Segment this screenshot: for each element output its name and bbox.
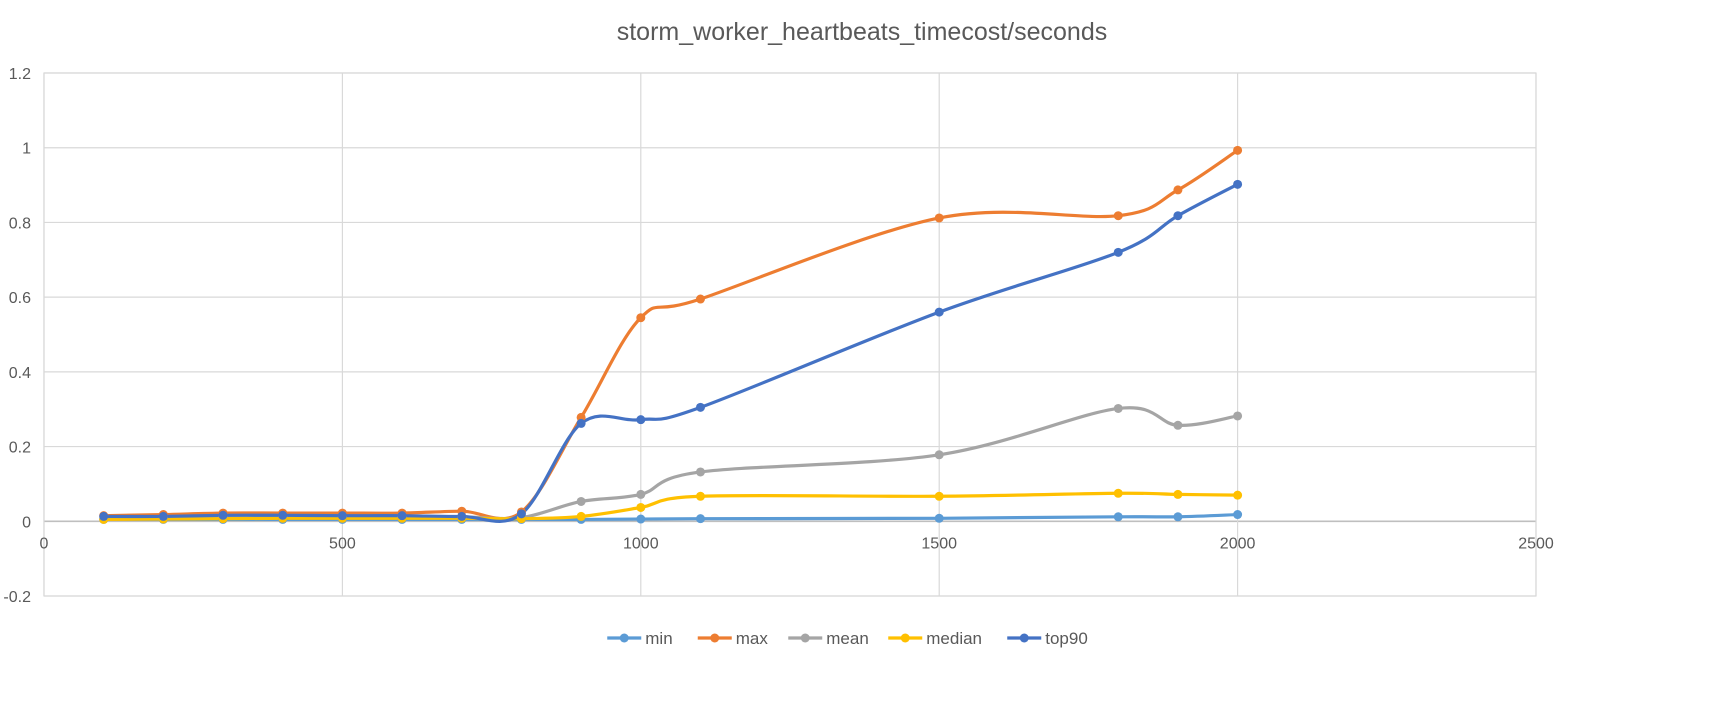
legend: min max mean median top90 [607, 629, 1088, 648]
data-point-median [1113, 488, 1123, 498]
series-line-max [102, 148, 1240, 521]
data-point-mean [636, 489, 646, 499]
data-point-top90 [1113, 247, 1123, 257]
data-point-top90 [1173, 211, 1183, 221]
legend-swatch-marker [619, 633, 629, 643]
legend-label: max [736, 629, 769, 648]
y-tick-label: 0.8 [9, 215, 31, 232]
y-tick-label: 0.2 [9, 440, 31, 457]
data-point-min [1233, 510, 1243, 520]
data-point-median [934, 491, 944, 501]
data-point-mean [1233, 411, 1243, 421]
legend-label: min [645, 629, 672, 648]
y-tick-label: 0 [22, 514, 31, 531]
series-lines [102, 148, 1240, 523]
data-point-mean [1173, 420, 1183, 430]
x-tick-label: 1000 [623, 535, 659, 552]
legend-swatch-marker [800, 633, 810, 643]
series-points [99, 145, 1243, 524]
legend-item-min[interactable]: min [607, 629, 673, 648]
y-tick-label: 1 [22, 141, 31, 158]
x-tick-label: 2000 [1220, 535, 1256, 552]
data-point-min [1173, 512, 1183, 522]
y-tick-label: -0.2 [3, 589, 31, 606]
legend-swatch-marker [900, 633, 910, 643]
data-point-top90 [337, 511, 347, 521]
y-tick-label: 0.4 [9, 365, 31, 382]
data-point-median [576, 511, 586, 521]
data-point-median [695, 491, 705, 501]
legend-item-median[interactable]: median [888, 629, 982, 648]
data-point-mean [695, 467, 705, 477]
data-point-median [1233, 490, 1243, 500]
legend-swatch-marker [710, 633, 720, 643]
data-point-top90 [218, 510, 228, 520]
chart-title: storm_worker_heartbeats_timecost/seconds [617, 18, 1108, 46]
data-point-top90 [636, 415, 646, 425]
data-point-top90 [99, 511, 109, 521]
x-tick-label: 2500 [1518, 535, 1554, 552]
x-tick-label: 1500 [921, 535, 957, 552]
legend-label: median [926, 629, 982, 648]
legend-label: mean [826, 629, 869, 648]
data-point-top90 [397, 511, 407, 521]
data-point-min [1113, 512, 1123, 522]
legend-item-mean[interactable]: mean [788, 629, 869, 648]
data-point-top90 [158, 511, 168, 521]
data-point-top90 [278, 510, 288, 520]
axis-ticks: -0.2 0 0.2 0.4 0.6 0.8 1 1.2 0 500 1000 1500 2000 250… [3, 66, 1553, 606]
data-point-top90 [576, 418, 586, 428]
data-point-median [1173, 489, 1183, 499]
data-point-max [934, 213, 944, 223]
data-point-top90 [516, 509, 526, 519]
data-point-min [934, 513, 944, 523]
y-tick-label: 0.6 [9, 290, 31, 307]
data-point-median [636, 502, 646, 512]
data-point-top90 [934, 307, 944, 317]
data-point-top90 [1233, 179, 1243, 189]
data-point-mean [576, 496, 586, 506]
legend-swatch-marker [1019, 633, 1029, 643]
data-point-max [636, 313, 646, 323]
data-point-mean [1113, 403, 1123, 413]
series-line-mean [102, 406, 1240, 521]
data-point-max [1113, 211, 1123, 221]
data-point-top90 [457, 511, 467, 521]
data-point-max [695, 294, 705, 304]
data-point-top90 [695, 402, 705, 412]
legend-item-top90[interactable]: top90 [1007, 629, 1088, 648]
x-tick-label: 0 [40, 535, 49, 552]
y-tick-label: 1.2 [9, 66, 31, 83]
data-point-min [636, 514, 646, 524]
data-point-max [1173, 185, 1183, 195]
legend-item-max[interactable]: max [697, 629, 769, 648]
legend-label: top90 [1045, 629, 1088, 648]
data-point-max [1233, 145, 1243, 155]
data-point-min [695, 514, 705, 524]
data-point-mean [934, 450, 944, 460]
series-line-top90 [102, 182, 1240, 523]
series-line-median [102, 491, 1240, 522]
x-tick-label: 500 [329, 535, 356, 552]
